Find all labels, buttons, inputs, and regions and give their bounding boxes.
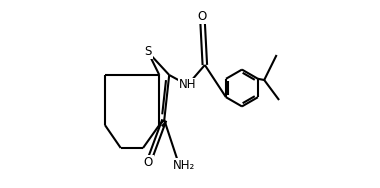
Text: NH: NH <box>179 79 196 92</box>
Text: S: S <box>144 45 152 58</box>
Text: O: O <box>144 156 153 169</box>
Text: NH₂: NH₂ <box>173 159 195 172</box>
Text: O: O <box>198 10 207 23</box>
